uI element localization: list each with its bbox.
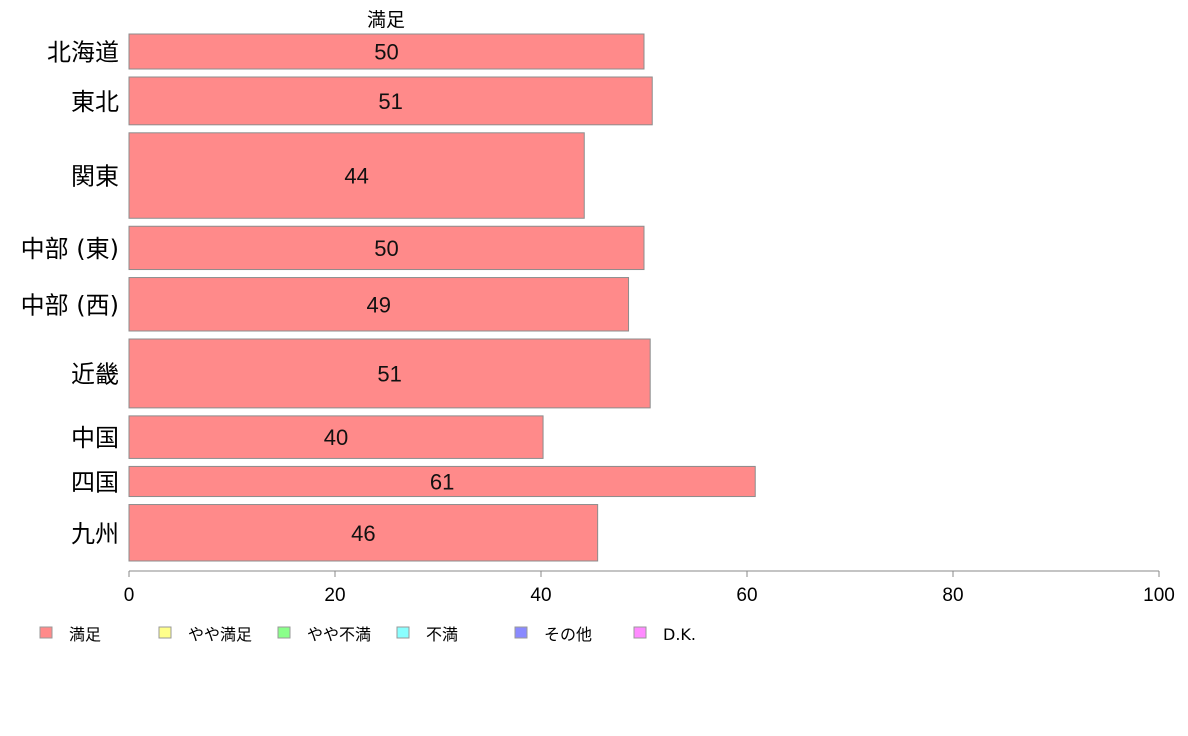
- legend-swatch: [514, 626, 528, 639]
- legend-label: やや不満: [307, 625, 371, 644]
- bar-value-label: 46: [351, 521, 375, 546]
- bar-value-label: 40: [324, 425, 348, 450]
- bar: [128, 132, 585, 219]
- legend-swatch: [158, 626, 172, 639]
- x-tick-label: 0: [124, 585, 135, 606]
- category-label: 近畿: [71, 360, 119, 388]
- bar-value-label: 50: [374, 236, 398, 261]
- x-tick-label: 80: [942, 585, 963, 606]
- category-label: 九州: [71, 520, 119, 548]
- x-tick-label: 60: [736, 585, 757, 606]
- x-tick-label: 40: [530, 585, 551, 606]
- bar: [128, 277, 630, 332]
- bar: [128, 465, 756, 498]
- legend: 満足 やや満足 やや不満 不満 その他 D.K.: [39, 625, 696, 644]
- legend-swatch: [39, 626, 53, 639]
- category-label: 北海道: [47, 39, 119, 67]
- bar-value-label: 44: [344, 164, 368, 189]
- category-label: 東北: [71, 88, 119, 116]
- legend-label: 不満: [426, 625, 458, 644]
- bar: [128, 415, 544, 459]
- category-label: 関東: [71, 163, 119, 191]
- series-title: 満足: [367, 9, 405, 31]
- legend-swatch: [633, 626, 647, 639]
- bar: [128, 338, 651, 409]
- legend-label: その他: [544, 625, 592, 644]
- bar-value-label: 50: [374, 40, 398, 65]
- legend-label: 満足: [69, 625, 101, 644]
- bar: [128, 76, 653, 126]
- category-label: 中部 (東): [21, 235, 119, 263]
- x-tick-label: 100: [1143, 585, 1175, 606]
- x-axis: 0 20 40 60 80 100: [124, 570, 1175, 606]
- category-label: 中部 (西): [21, 291, 119, 319]
- bar-value-label: 51: [377, 361, 401, 386]
- bar: [128, 33, 645, 70]
- x-tick-label: 20: [324, 585, 345, 606]
- category-label: 四国: [71, 468, 119, 496]
- bar-value-label: 51: [378, 89, 402, 114]
- bar: [128, 504, 599, 562]
- category-label: 中国: [71, 424, 119, 452]
- legend-swatch: [396, 626, 410, 639]
- legend-label: D.K.: [663, 625, 696, 644]
- bar-value-label: 49: [367, 292, 391, 317]
- bars: 50 51 44 50 49 51 40 61 46: [128, 33, 756, 562]
- legend-swatch: [277, 626, 291, 639]
- legend-label: やや満足: [188, 625, 252, 644]
- bar: [128, 225, 645, 271]
- bar-value-label: 61: [430, 469, 454, 494]
